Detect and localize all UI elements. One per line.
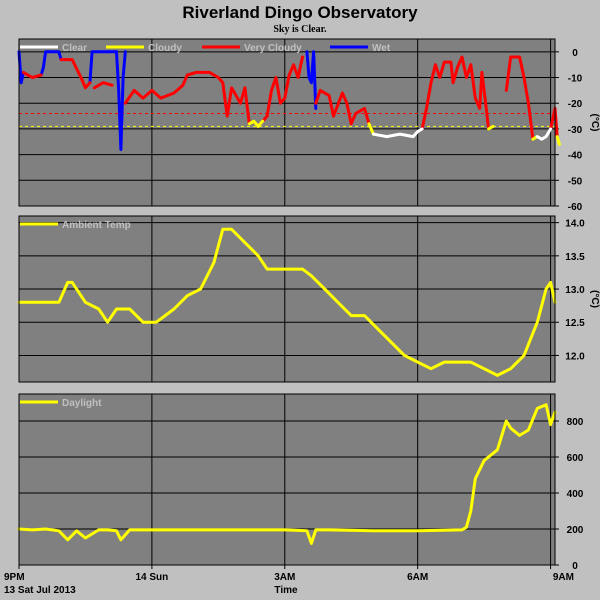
ytick-label-daylight-1: 200 [567, 525, 584, 536]
series-line-sky-3-0 [371, 127, 424, 139]
ytick-label-sky-5: -50 [568, 176, 583, 187]
legend-label-ambient-0: Ambient Temp [62, 220, 131, 231]
series-line-sky-3-1 [535, 127, 553, 141]
ytick-label-ambient-1: 12.5 [565, 318, 585, 329]
series-line-sky-2-4 [555, 135, 561, 146]
legend-label-sky-3: Wet [372, 43, 391, 54]
ytick-label-sky-3: -30 [568, 125, 583, 136]
panel-daylight: 0 200 400 600 800 Daylight [17, 393, 584, 572]
legend-label-sky-2: Very Cloudy [244, 43, 302, 54]
series-line-sky-2-1 [367, 122, 375, 136]
page-title: Riverland Dingo Observatory [182, 3, 418, 22]
charts: 0 -10 -20 -30 -40 -50 -60 (°C) Clear Cloudy Very C… [17, 38, 600, 572]
ytick-label-daylight-4: 800 [567, 417, 584, 428]
ytick-label-daylight-2: 400 [567, 489, 584, 500]
series-line-sky-1-0 [21, 70, 43, 79]
ylabel-sky: (°C) [589, 114, 600, 132]
series-line-sky-1-7 [504, 55, 535, 141]
xtick-label-1: 14 Sun [135, 572, 168, 583]
panel-sky: 0 -10 -20 -30 -40 -50 -60 (°C) Clear Cloudy Very C… [17, 38, 600, 213]
plot-area-daylight [18, 393, 556, 566]
ylabel-ambient: (°C) [589, 290, 600, 308]
xtick-label-2: 3AM [274, 572, 295, 583]
series-sky-0 [17, 50, 318, 151]
series-line-sky-0-0 [17, 50, 25, 85]
series-line-sky-1-6 [420, 55, 491, 131]
x-axis-label: Time [274, 585, 298, 596]
ytick-label-sky-4: -40 [568, 151, 583, 162]
xtick-label-0: 9PM [4, 572, 25, 583]
x-axis-date-label: 13 Sat Jul 2013 [4, 585, 76, 596]
xtick-label-3: 6AM [407, 572, 428, 583]
series-line-sky-1-2 [92, 81, 114, 90]
legend-label-sky-1: Cloudy [148, 43, 182, 54]
ytick-label-sky-2: -20 [568, 99, 583, 110]
x-axis: 9PM 14 Sun 3AM 6AM 9AM 13 Sat Jul 2013 Time [4, 565, 574, 596]
series-sky-1 [21, 55, 559, 141]
series-line-sky-1-4 [261, 55, 304, 123]
legend-label-sky-0: Clear [62, 43, 87, 54]
ytick-label-sky-6: -60 [568, 202, 583, 213]
plot-area-sky [18, 38, 556, 207]
ytick-label-ambient-2: 13.0 [565, 285, 585, 296]
ytick-label-ambient-3: 13.5 [565, 252, 585, 263]
ytick-label-daylight-3: 600 [567, 453, 584, 464]
plot-border-daylight [18, 393, 556, 566]
series-line-sky-2-0 [247, 119, 265, 128]
series-line-sky-1-1 [59, 58, 92, 90]
series-line-sky-0-1 [39, 50, 63, 77]
series-line-sky-1-5 [314, 88, 371, 126]
page-subtitle: Sky is Clear. [273, 24, 327, 35]
plot-area-ambient [18, 215, 556, 383]
series-sky-2 [247, 119, 561, 146]
series-line-sky-0-3 [305, 50, 318, 110]
panel-ambient: 12.0 12.5 13.0 13.5 14.0 (°C) Ambient Temp [17, 215, 600, 383]
plot-border-ambient [18, 215, 556, 383]
ytick-label-daylight-0: 0 [572, 561, 578, 572]
ytick-label-ambient-0: 12.0 [565, 351, 585, 362]
series-line-sky-1-3 [123, 70, 251, 126]
ytick-label-sky-1: -10 [568, 74, 583, 85]
series-line-daylight-0 [17, 403, 557, 545]
xtick-label-4: 9AM [553, 572, 574, 583]
series-ambient-0 [17, 227, 557, 377]
series-sky-3 [371, 127, 553, 141]
ytick-label-ambient-4: 14.0 [565, 219, 585, 230]
plot-border-sky [18, 38, 556, 207]
series-line-sky-0-2 [88, 50, 127, 151]
ytick-label-sky-0: 0 [572, 48, 578, 59]
series-line-sky-2-2 [487, 124, 495, 131]
series-daylight-0 [17, 403, 557, 545]
series-line-ambient-0 [17, 227, 557, 377]
legend-label-daylight-0: Daylight [62, 398, 102, 409]
